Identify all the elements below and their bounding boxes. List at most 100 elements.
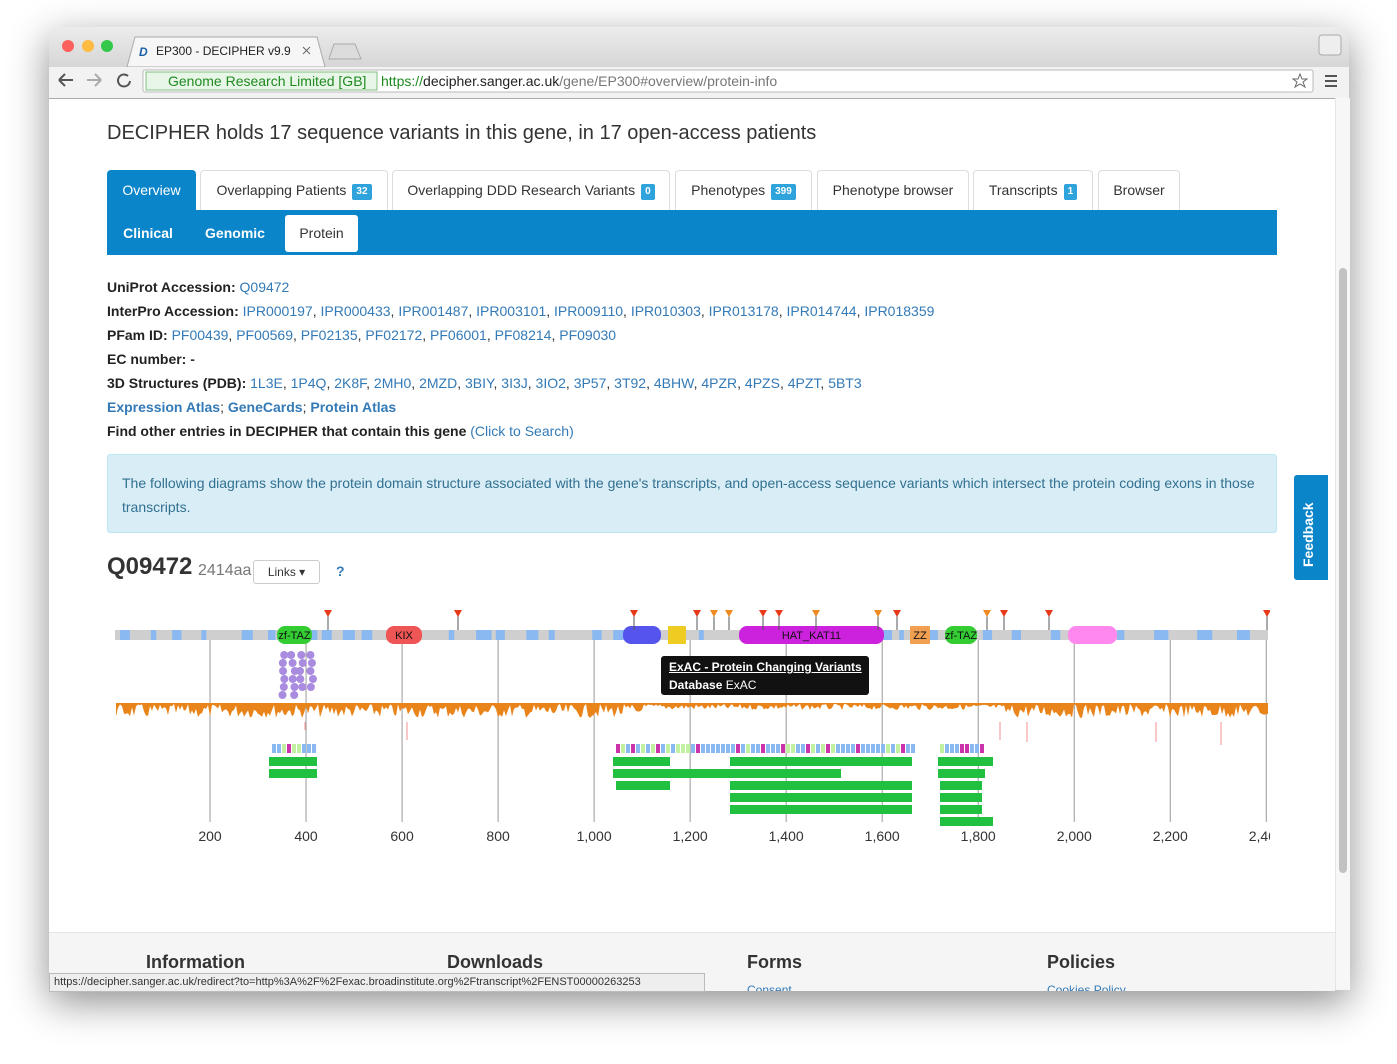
back-button[interactable] [58,73,73,87]
info-link[interactable]: IPR001487 [398,303,469,319]
feedback-tab[interactable]: Feedback [1294,475,1328,580]
tick-label: 400 [294,828,318,844]
exon-track [282,744,286,753]
footer-heading: Information [146,952,245,972]
info-link[interactable]: 4PZT [787,375,821,391]
info-link[interactable]: PF02172 [365,327,423,343]
info-link[interactable]: IPR010303 [630,303,701,319]
info-link[interactable]: IPR014744 [786,303,857,319]
info-link[interactable]: GeneCards [227,399,303,415]
tab-label: Overview [122,182,181,198]
info-link[interactable]: Protein Atlas [310,399,397,415]
subtab[interactable]: Protein [285,215,358,252]
info-link[interactable]: IPR009110 [554,303,624,319]
info-link[interactable]: 1P4Q [290,375,327,391]
menu-button[interactable] [1325,75,1337,87]
variant-marker [893,610,901,617]
new-tab[interactable] [328,43,362,60]
tab[interactable]: Transcripts 1 [973,170,1093,210]
tab[interactable]: Overlapping Patients 32 [200,170,388,210]
subtab[interactable]: Genomic [205,225,265,241]
info-link[interactable]: 1L3E [250,375,283,391]
exon-track [950,744,954,753]
info-link[interactable]: 3IO2 [535,375,566,391]
footer-link[interactable]: Consent [747,983,792,991]
zoom-button[interactable] [101,40,113,52]
omnibox[interactable] [142,69,1314,93]
forward-button[interactable] [87,73,102,87]
region [120,630,130,640]
info-link[interactable]: PF09030 [559,327,617,343]
variant-marker [775,610,783,617]
minimize-button[interactable] [82,40,94,52]
info-link[interactable]: IPR003101 [476,303,547,319]
tab[interactable]: Phenotype browser [817,170,969,210]
bookmark-star[interactable] [1291,72,1309,89]
info-link[interactable]: IPR000197 [242,303,313,319]
info-link[interactable]: Q09472 [239,279,290,295]
region [495,630,505,640]
scroll-thumb[interactable] [1339,268,1347,873]
tab-close[interactable] [302,46,311,55]
exon-track [736,744,740,753]
info-link[interactable]: (Click to Search) [470,423,574,439]
region [613,630,624,640]
scrollbar[interactable] [1335,98,1350,990]
info-link[interactable]: 3BIY [464,375,494,391]
links-button[interactable]: Links ▾ [253,560,320,584]
info-link[interactable]: PF08214 [494,327,552,343]
separator: , [312,303,321,319]
tab[interactable]: Overview [107,170,196,210]
info-link[interactable]: 3T92 [614,375,647,391]
info-row: Find other entries in DECIPHER that cont… [107,423,574,439]
tab-label: Overlapping Patients [216,182,347,198]
region [1050,630,1061,640]
info-link[interactable]: PF06001 [430,327,487,343]
domain-label: zf-TAZ [945,630,977,642]
info-link[interactable]: 4PZR [701,375,738,391]
url[interactable]: https://decipher.sanger.ac.uk/gene/EP300… [381,73,777,89]
info-link[interactable]: 3P57 [573,375,607,391]
reload-button[interactable] [117,73,131,88]
exon-track [965,744,969,753]
exon-track [945,744,949,753]
domain-label: ZZ [913,630,927,642]
info-link[interactable]: Expression Atlas [107,399,221,415]
info-link[interactable]: PF02135 [300,327,358,343]
help[interactable]: ? [336,563,345,579]
subtab[interactable]: Clinical [123,225,173,241]
exac-coverage [116,703,1268,718]
exon-track [841,744,845,753]
info-link[interactable]: 4BHW [653,375,694,391]
tab[interactable]: Phenotypes 399 [675,170,812,210]
tab-label: Phenotype browser [832,182,954,198]
info-link[interactable]: 2K8F [334,375,367,391]
exon-track [826,744,830,753]
exon-track [287,744,291,753]
profile-button[interactable] [1318,34,1342,56]
patient-variant [298,659,307,667]
footer-link[interactable]: Cookies Policy [1047,983,1126,991]
info-link[interactable]: 2MH0 [373,375,412,391]
tab[interactable]: Browser [1098,170,1180,210]
info-link[interactable]: 2MZD [419,375,458,391]
info-link[interactable]: 4PZS [744,375,780,391]
exon-track [836,744,840,753]
region [241,630,253,640]
tooltip-title[interactable]: ExAC - Protein Changing Variants [669,660,862,674]
alert-text: The following diagrams show the protein … [122,475,1255,515]
close-button[interactable] [62,40,74,52]
variant-marker [630,610,638,617]
transcript-exon [269,757,317,766]
info-link[interactable]: PF00439 [171,327,229,343]
info-link[interactable]: IPR018359 [864,303,935,319]
info-link[interactable]: IPR000433 [320,303,391,319]
separator: , [468,303,477,319]
tab[interactable]: Overlapping DDD Research Variants 0 [392,170,670,210]
info-link[interactable]: 3I3J [501,375,528,391]
exon-track [746,744,750,753]
info-link[interactable]: 5BT3 [828,375,862,391]
info-link[interactable]: PF00569 [236,327,294,343]
info-link[interactable]: IPR013178 [708,303,779,319]
region [526,630,539,640]
